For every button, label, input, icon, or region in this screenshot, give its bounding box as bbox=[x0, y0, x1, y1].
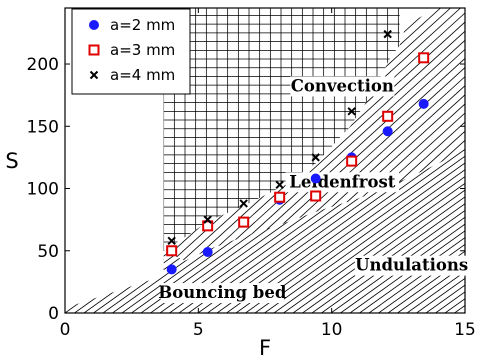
dot bbox=[328, 204, 329, 205]
dot bbox=[316, 204, 317, 205]
data-point bbox=[202, 247, 213, 257]
plot-frame bbox=[64, 7, 466, 314]
dot bbox=[322, 200, 323, 201]
dot bbox=[321, 208, 323, 210]
data-point bbox=[310, 173, 321, 184]
data-point bbox=[239, 199, 248, 208]
data-point bbox=[382, 110, 394, 122]
region-label: Convection bbox=[291, 76, 394, 95]
hatch-line bbox=[273, 144, 465, 313]
data-point bbox=[167, 236, 176, 246]
dot bbox=[466, 312, 467, 313]
region-label-background bbox=[160, 283, 284, 304]
dot bbox=[466, 232, 467, 233]
data-point bbox=[418, 52, 430, 64]
hatch-line bbox=[474, 8, 479, 313]
hatch-line bbox=[235, 144, 465, 313]
dot bbox=[468, 220, 469, 221]
series-2 bbox=[166, 52, 430, 257]
y-tick-label: 200 bbox=[27, 55, 59, 75]
y-tick-label: 0 bbox=[48, 304, 59, 324]
region-label-background bbox=[354, 255, 469, 276]
x-tick-label: 0 bbox=[60, 320, 71, 340]
region-label: Bouncing bed bbox=[158, 283, 287, 302]
hatch-line bbox=[475, 8, 479, 313]
dot bbox=[466, 288, 467, 289]
y-tick-label: 50 bbox=[37, 242, 59, 262]
data-point bbox=[274, 191, 286, 203]
dot bbox=[468, 300, 469, 301]
hatch-line bbox=[264, 144, 465, 313]
region-label: Leidenfrost bbox=[289, 172, 395, 191]
data-point bbox=[275, 180, 284, 189]
x-axis-label: F bbox=[259, 336, 271, 360]
dot bbox=[468, 276, 469, 277]
legend-entry: a=3 mm bbox=[110, 41, 175, 59]
dot bbox=[468, 236, 469, 237]
data-points bbox=[166, 29, 430, 275]
data-point bbox=[382, 126, 393, 137]
dot bbox=[468, 252, 469, 253]
dot bbox=[468, 244, 469, 245]
x-tick-label: 10 bbox=[321, 320, 343, 340]
dot bbox=[468, 204, 469, 205]
region-labels: Convection Leidenfrost Undulations Bouncing… bbox=[158, 76, 469, 304]
hatch-line bbox=[0, 8, 1, 313]
data-point bbox=[166, 245, 178, 257]
dot bbox=[468, 308, 469, 309]
x-tick-label: 15 bbox=[454, 320, 476, 340]
dot bbox=[466, 224, 467, 225]
legend-marker bbox=[88, 44, 100, 56]
dot bbox=[334, 200, 335, 201]
data-point bbox=[203, 215, 212, 224]
data-point bbox=[310, 190, 322, 202]
data-point bbox=[202, 220, 214, 232]
dot bbox=[466, 208, 467, 209]
dot bbox=[466, 296, 467, 297]
dot bbox=[466, 304, 467, 305]
dot bbox=[466, 248, 467, 249]
dot bbox=[466, 216, 467, 217]
hatch-line bbox=[245, 144, 465, 313]
x-tick-label: 5 bbox=[193, 320, 204, 340]
legend: a=2 mm a=3 mm a=4 mm bbox=[71, 8, 191, 95]
data-point bbox=[418, 98, 429, 109]
dot bbox=[468, 284, 469, 285]
dot bbox=[466, 200, 467, 201]
dot bbox=[346, 200, 347, 201]
dot bbox=[468, 212, 469, 213]
region-label: Undulations bbox=[355, 256, 468, 275]
data-point bbox=[166, 264, 177, 275]
dot bbox=[468, 292, 469, 293]
data-point bbox=[383, 29, 392, 39]
y-tick-label: 150 bbox=[27, 117, 59, 137]
series-3 bbox=[167, 29, 392, 246]
legend-marker bbox=[89, 70, 99, 80]
legend-marker bbox=[89, 20, 99, 30]
hatch-line bbox=[283, 144, 465, 313]
dot bbox=[466, 280, 467, 281]
dot bbox=[342, 200, 343, 201]
dot bbox=[320, 204, 321, 205]
dot bbox=[466, 240, 467, 241]
y-axis-label: S bbox=[5, 149, 18, 173]
data-point bbox=[311, 153, 320, 162]
dot bbox=[330, 200, 331, 201]
data-point bbox=[346, 155, 358, 167]
hatch-line bbox=[254, 144, 465, 313]
legend-entry: a=2 mm bbox=[110, 16, 175, 34]
data-point bbox=[347, 107, 356, 116]
legend-entry: a=4 mm bbox=[110, 66, 175, 84]
dot bbox=[326, 200, 327, 201]
data-point bbox=[238, 216, 250, 228]
y-tick-label: 100 bbox=[27, 180, 59, 200]
dot bbox=[468, 228, 469, 229]
dot bbox=[313, 208, 315, 210]
region-label-background bbox=[290, 76, 395, 97]
